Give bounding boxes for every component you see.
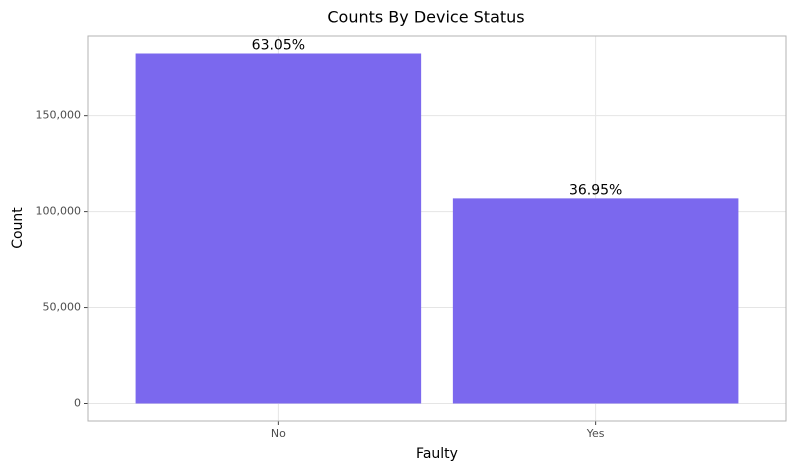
- x-axis-label: Faulty: [416, 446, 458, 462]
- chart-title: Counts By Device Status: [327, 8, 524, 27]
- y-tick-label: 50,000: [43, 301, 82, 314]
- x-tick-label: No: [271, 427, 286, 440]
- value-label: 36.95%: [569, 182, 622, 198]
- value-label: 63.05%: [252, 38, 305, 54]
- bar: [135, 53, 422, 404]
- x-tick-label: Yes: [586, 427, 605, 440]
- y-tick-label: 100,000: [36, 205, 82, 218]
- y-tick-label: 0: [74, 397, 81, 410]
- y-tick-label: 150,000: [36, 109, 82, 122]
- plot-border: [87, 35, 787, 422]
- y-axis-label: Count: [10, 207, 26, 249]
- bar: [452, 198, 739, 404]
